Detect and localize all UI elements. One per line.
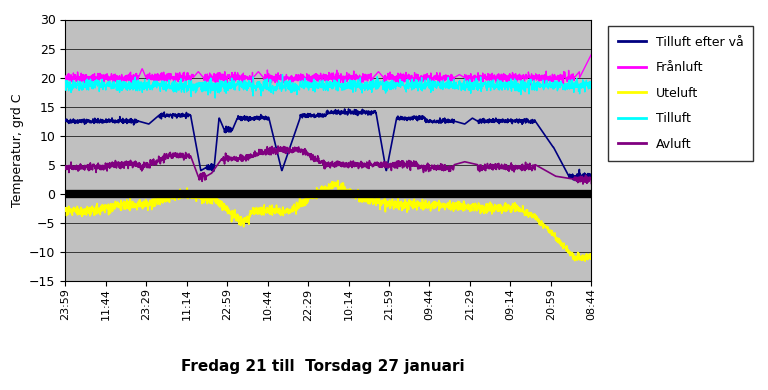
Text: Fredag 21 till  Torsdag 27 januari: Fredag 21 till Torsdag 27 januari (180, 360, 465, 374)
Legend: Tilluft efter vå, Frånluft, Uteluft, Tilluft, Avluft: Tilluft efter vå, Frånluft, Uteluft, Til… (608, 26, 753, 161)
Y-axis label: Temperatur, grd C: Temperatur, grd C (11, 93, 24, 207)
